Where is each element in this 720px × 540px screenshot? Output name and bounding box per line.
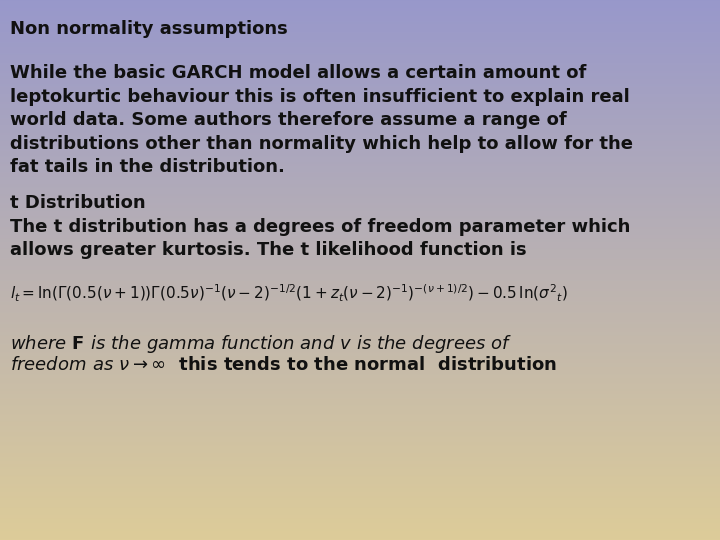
Text: distributions other than normality which help to allow for the: distributions other than normality which… <box>10 135 633 153</box>
Text: $l_t = \mathrm{ln}(\Gamma(0.5(\nu+1))\Gamma(0.5\nu)^{-1}(\nu-2)^{-1/2}(1+z_t(\nu: $l_t = \mathrm{ln}(\Gamma(0.5(\nu+1))\Ga… <box>10 283 568 304</box>
Text: The t distribution has a degrees of freedom parameter which: The t distribution has a degrees of free… <box>10 218 631 235</box>
Text: Non normality assumptions: Non normality assumptions <box>10 20 288 38</box>
Text: $\mathit{where}$ $\mathbf{F}$ $\mathit{is\ the\ gamma\ function\ and\ v\ is\ the: $\mathit{where}$ $\mathbf{F}$ $\mathit{i… <box>10 333 512 355</box>
Text: allows greater kurtosis. The t likelihood function is: allows greater kurtosis. The t likelihoo… <box>10 241 526 259</box>
Text: leptokurtic behaviour this is often insufficient to explain real: leptokurtic behaviour this is often insu… <box>10 87 630 106</box>
Text: fat tails in the distribution.: fat tails in the distribution. <box>10 158 285 177</box>
Text: $\mathit{freedom}$ $\mathit{as}$ $\nu \rightarrow \infty$  this tends to the nor: $\mathit{freedom}$ $\mathit{as}$ $\nu \r… <box>10 356 557 374</box>
Text: world data. Some authors therefore assume a range of: world data. Some authors therefore assum… <box>10 111 567 129</box>
Text: While the basic GARCH model allows a certain amount of: While the basic GARCH model allows a cer… <box>10 64 586 82</box>
Text: t Distribution: t Distribution <box>10 194 145 212</box>
